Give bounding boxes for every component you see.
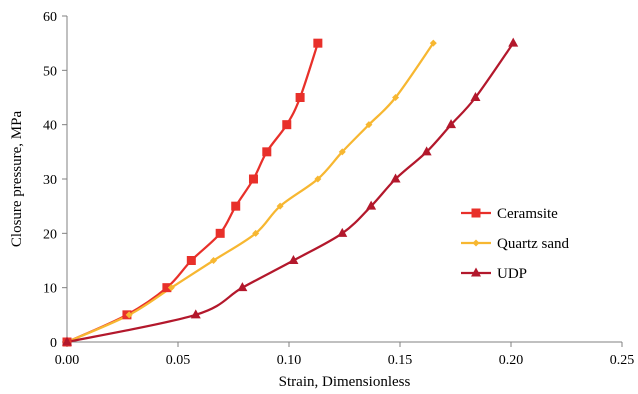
legend-marker-udp [471, 267, 481, 277]
data-point-udp [470, 92, 481, 101]
data-point-quartz-sand [314, 175, 322, 183]
data-point-quartz-sand [210, 257, 218, 264]
legend-marker-quartz-sand [472, 239, 480, 247]
data-point-ceramsite [248, 174, 258, 184]
data-point-quartz-sand [252, 229, 260, 237]
y-tick-label: 60 [43, 10, 57, 25]
legend-marker-ceramsite [471, 208, 481, 218]
data-point-udp [190, 309, 201, 319]
series-line-ceramsite [66, 42, 319, 344]
data-point-ceramsite [231, 201, 241, 211]
legend-label-quartz-sand: Quartz sand [497, 236, 570, 252]
chart-legend: Ceramsite Quartz sand UDP [461, 206, 570, 282]
data-point-quartz-sand [392, 94, 400, 101]
x-tick-label: 0.10 [277, 353, 302, 368]
data-point-ceramsite [313, 38, 323, 48]
data-point-ceramsite [162, 283, 172, 293]
data-point-quartz-sand [365, 121, 373, 129]
data-point-quartz-sand [167, 284, 175, 292]
x-tick-label: 0.15 [388, 353, 413, 368]
data-point-udp [446, 119, 457, 129]
y-tick-label: 20 [43, 227, 57, 242]
data-point-udp [237, 282, 248, 292]
x-tick-label: 0.25 [610, 353, 635, 368]
y-tick-label: 30 [43, 173, 57, 188]
data-point-ceramsite [186, 256, 196, 265]
data-point-ceramsite [262, 147, 272, 157]
x-tick-label: 0.20 [499, 353, 524, 368]
series-line-quartz-sand [66, 42, 435, 344]
data-point-udp [62, 336, 72, 346]
y-tick-label: 50 [43, 64, 57, 79]
y-tick-label: 40 [43, 119, 57, 134]
chart-axes: 0 10 20 30 40 50 60 0.00 0.05 0.10 0.15 0.20 0.25 [43, 10, 634, 368]
data-point-udp [288, 255, 299, 264]
y-tick-label: 10 [43, 282, 57, 297]
data-point-udp [421, 146, 432, 156]
data-point-udp [366, 200, 377, 210]
data-point-ceramsite [215, 228, 225, 238]
legend-label-ceramsite: Ceramsite [497, 206, 558, 222]
data-point-quartz-sand [338, 148, 346, 156]
series-line-udp [66, 42, 515, 344]
data-point-ceramsite [282, 120, 292, 130]
data-point-ceramsite [295, 93, 305, 102]
legend-label-udp: UDP [497, 266, 527, 282]
y-tick-label: 0 [50, 336, 57, 351]
data-point-quartz-sand [276, 202, 284, 210]
series-lines [66, 42, 515, 344]
y-axis-title: Closure pressure, MPa [9, 111, 25, 248]
x-axis-title: Strain, Dimensionless [279, 374, 411, 390]
data-point-udp [508, 37, 519, 47]
data-point-udp [337, 227, 348, 237]
data-point-quartz-sand [429, 39, 437, 47]
x-tick-label: 0.05 [166, 353, 191, 368]
series-markers [62, 37, 519, 347]
x-tick-label: 0.00 [55, 353, 80, 368]
data-point-udp [390, 173, 401, 183]
data-point-quartz-sand [125, 311, 133, 319]
